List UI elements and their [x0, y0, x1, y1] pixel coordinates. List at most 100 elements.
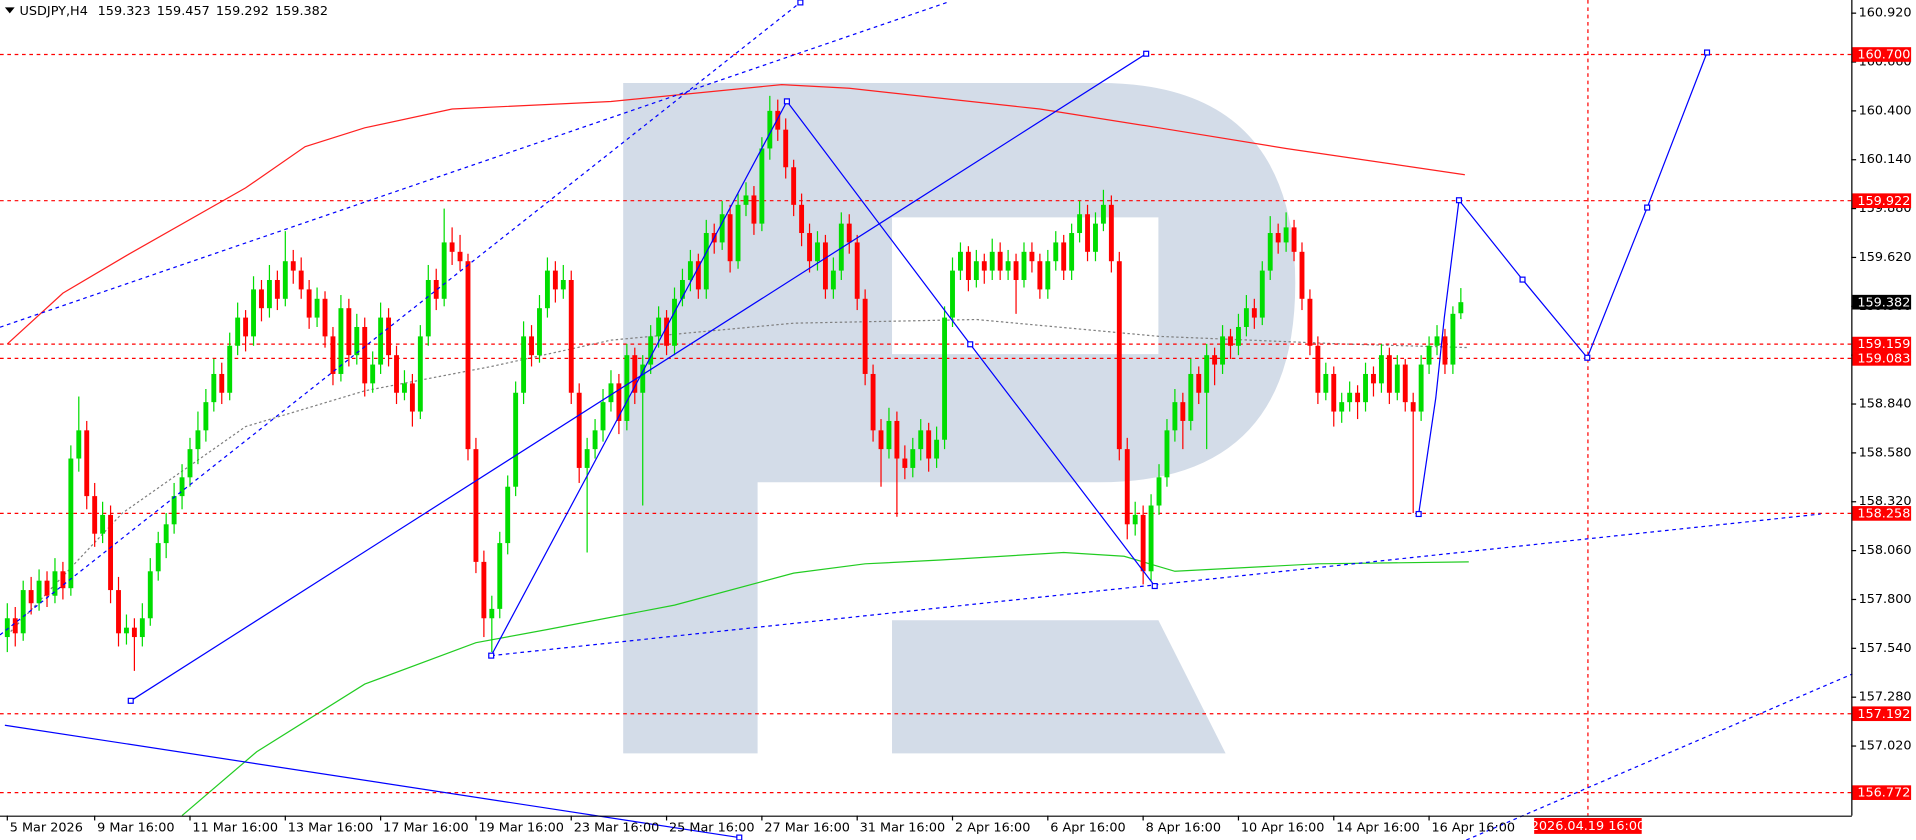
vertex [1644, 204, 1651, 211]
candle-body [926, 430, 932, 459]
candle-body [370, 364, 376, 384]
price-label-box [1852, 294, 1912, 310]
candle-body [878, 430, 884, 450]
candle-body [1410, 402, 1416, 412]
candle-body [807, 233, 812, 262]
x-tick-label: 10 Apr 16:00 [1241, 820, 1325, 835]
candle-body [1307, 298, 1313, 346]
level-label-box [1852, 351, 1912, 366]
candle-body [1124, 449, 1130, 525]
candle-body [958, 251, 963, 271]
candle-body [44, 580, 50, 596]
level-label: 160.700 [1857, 48, 1910, 63]
candle-body [560, 280, 566, 290]
candle-body [1116, 261, 1122, 450]
candle-body [322, 298, 328, 337]
candle-body [576, 392, 582, 468]
candle-body [838, 223, 844, 271]
candle-body [346, 308, 352, 356]
high-value: 159.457 [157, 3, 210, 18]
open-value: 159.323 [98, 3, 151, 18]
candle-body [695, 261, 701, 290]
x-tick-label: 5 Mar 2026 [10, 820, 83, 835]
candle-body [1418, 364, 1424, 412]
x-tick-label: 11 Mar 16:00 [192, 820, 278, 835]
vertex [1584, 354, 1591, 361]
candle-body [274, 280, 280, 299]
candle-body [84, 430, 90, 497]
candle-body [529, 336, 534, 356]
candle-body [1355, 392, 1361, 403]
candle-body [100, 514, 106, 534]
candle-body [783, 129, 789, 168]
candle-body [1371, 373, 1376, 384]
candle-body [608, 383, 614, 403]
candle-body [1251, 308, 1257, 318]
candle-body [171, 496, 177, 525]
candle-body [934, 439, 940, 459]
candle-body [592, 430, 598, 450]
candle-body [1283, 227, 1289, 243]
candle-body [1212, 355, 1218, 365]
y-tick-label: 158.320 [1859, 494, 1912, 509]
candle-body [330, 336, 336, 374]
candle-body [1315, 345, 1321, 393]
candle-body [12, 618, 18, 634]
candle-body [481, 561, 487, 619]
candle-body [1442, 336, 1448, 365]
trend-line [130, 53, 1147, 702]
candle-body [997, 251, 1003, 271]
level-label-box [1852, 47, 1912, 62]
candle-body [1323, 373, 1329, 393]
candle-body [854, 242, 860, 299]
candle-body [513, 392, 519, 487]
candle-body [4, 618, 10, 638]
wave-line [490, 100, 1156, 656]
candle-body [489, 608, 495, 619]
x-tick-label: 14 Apr 16:00 [1336, 820, 1420, 835]
candle-body [775, 110, 781, 130]
candle-body [1426, 345, 1432, 365]
candle-body [568, 280, 574, 393]
vertex [783, 98, 790, 105]
x-tick-label: 16 Apr 16:00 [1432, 820, 1516, 835]
moving-average [6, 318, 1469, 636]
candle-body [1402, 364, 1408, 403]
vertex [1143, 50, 1150, 57]
candle-body [989, 251, 995, 271]
candle-body [505, 486, 511, 544]
y-tick-label: 157.020 [1859, 739, 1912, 754]
chart-header: USDJPY,H4 159.323 159.457 159.292 159.382 [20, 3, 328, 18]
candle-body [1243, 308, 1249, 327]
candle-body [386, 317, 392, 356]
x-tick-label: 31 Mar 16:00 [860, 820, 946, 835]
vertex [967, 341, 974, 348]
candle-body [846, 223, 852, 243]
candle-body [1140, 514, 1146, 572]
candle-body [354, 326, 360, 356]
candle-body [425, 280, 431, 337]
candle-body [163, 524, 169, 544]
candle-body [981, 261, 987, 271]
y-tick-label: 157.280 [1859, 690, 1912, 705]
watermark-r-leg [892, 620, 1226, 754]
candle-body [36, 580, 42, 604]
candle-body [116, 590, 121, 634]
close-value: 159.382 [275, 3, 328, 18]
x-tick-label: 17 Mar 16:00 [383, 820, 469, 835]
candle-body [20, 590, 26, 634]
candle-body [1331, 373, 1337, 412]
menu-arrow[interactable] [4, 7, 15, 14]
candle-body [1458, 302, 1464, 314]
candle-body [727, 214, 733, 262]
candle-body [1069, 233, 1075, 271]
candle-body [680, 280, 685, 299]
candle-body [1434, 336, 1440, 346]
candle-body [409, 383, 415, 412]
candle-body [227, 345, 233, 393]
candle-body [1363, 373, 1368, 403]
channel-line [0, 1, 801, 636]
x-tick-label: 8 Apr 16:00 [1146, 820, 1221, 835]
candle-body [648, 336, 654, 365]
